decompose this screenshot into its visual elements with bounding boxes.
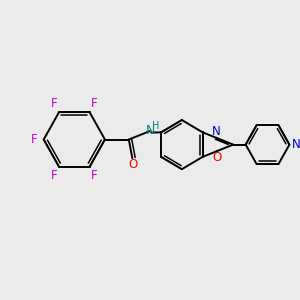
Text: F: F [31,133,38,146]
Text: F: F [91,98,98,110]
Text: N: N [212,125,220,138]
Text: F: F [51,98,58,110]
Text: O: O [128,158,137,171]
Text: O: O [212,152,221,164]
Text: F: F [91,169,98,182]
Text: N: N [292,138,300,151]
Text: F: F [51,169,58,182]
Text: H: H [152,121,159,131]
Text: N: N [146,124,155,137]
